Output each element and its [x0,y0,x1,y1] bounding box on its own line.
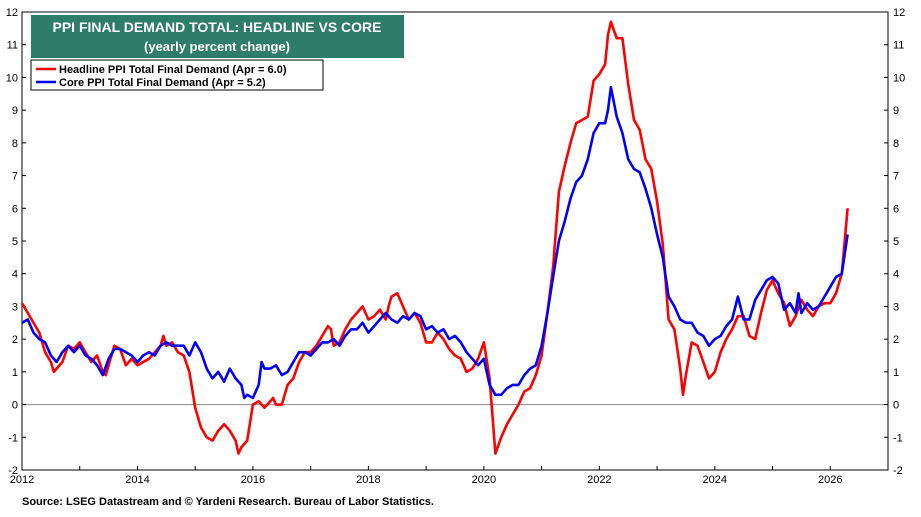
series-group [20,20,849,455]
y-tick-label-left: 6 [12,203,18,215]
y-tick-label-left: 0 [12,400,18,412]
y-tick-label-left: 9 [12,105,18,117]
title-background [31,15,404,58]
series-line-headline [20,20,849,455]
legend: Headline PPI Total Final Demand (Apr = 6… [30,59,324,91]
y-tick-label-right: 3 [893,301,899,313]
x-tick-label-2016: 2016 [241,474,265,486]
y-tick-label-left: -1 [8,432,18,444]
x-tick-label-2012: 2012 [10,474,34,486]
y-tick-label-left: 8 [12,138,18,150]
x-tick-label-2024: 2024 [703,474,727,486]
x-tick-label-2026: 2026 [818,474,842,486]
y-tick-label-right: 12 [893,7,905,19]
series-line-core [21,85,849,400]
y-tick-label-left: 3 [12,301,18,313]
y-tick-label-right: 1 [893,367,899,379]
y-tick-label-right: 4 [893,269,899,281]
y-tick-label-right: 2 [893,334,899,346]
y-tick-label-right: 10 [893,72,905,84]
y-tick-label-left: 10 [6,72,18,84]
y-tick-label-right: -2 [893,465,903,477]
y-tick-label-right: 11 [893,40,904,52]
source-note: Source: LSEG Datastream and © Yardeni Re… [22,496,434,508]
y-tick-label-right: 0 [893,400,899,412]
y-tick-label-left: 12 [6,7,18,19]
x-tick-label-2022: 2022 [587,474,611,486]
y-tick-label-left: 1 [12,367,18,379]
x-tick-label-2014: 2014 [125,474,149,486]
legend-label-core: Core PPI Total Final Demand (Apr = 5.2) [59,77,266,89]
y-tick-label-left: -2 [8,465,18,477]
x-axis: 2012 2014 2016 2018 2020 2022 2024 2026 [10,466,889,486]
y-tick-label-right: 9 [893,105,899,117]
legend-label-headline: Headline PPI Total Final Demand (Apr = 6… [59,64,287,76]
y-tick-label-right: 5 [893,236,899,248]
y-tick-label-right: 6 [893,203,899,215]
y-tick-label-right: 8 [893,138,899,150]
y-tick-label-right: 7 [893,171,899,183]
y-tick-label-left: 5 [12,236,18,248]
x-tick-label-2018: 2018 [356,474,380,486]
y-tick-label-left: 7 [12,171,18,183]
y-tick-label-left: 11 [7,40,18,52]
y-tick-label-left: 2 [12,334,18,346]
y-tick-label-left: 4 [12,269,18,281]
chart-title: PPI FINAL DEMAND TOTAL: HEADLINE VS CORE [52,19,381,35]
y-tick-label-right: -1 [893,432,903,444]
title-box: PPI FINAL DEMAND TOTAL: HEADLINE VS CORE… [31,15,404,58]
x-tick-label-2020: 2020 [472,474,496,486]
chart-subtitle: (yearly percent change) [144,39,290,54]
legend-box [30,59,324,91]
